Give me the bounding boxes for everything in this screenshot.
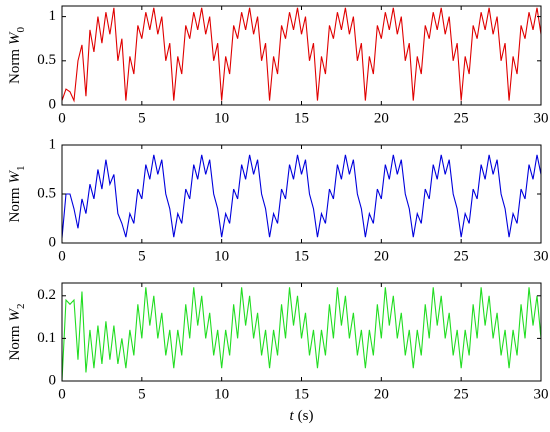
plot-frame xyxy=(61,282,542,382)
x-tick-label: 5 xyxy=(138,248,146,264)
data-line xyxy=(62,287,541,381)
x-tick-label: 25 xyxy=(454,110,469,126)
y-label-text: Norm xyxy=(7,187,23,222)
y-label-sub: 2 xyxy=(15,304,27,310)
y-tick-label: 0 xyxy=(49,96,57,112)
plot-area xyxy=(62,154,541,239)
x-tick-label: 15 xyxy=(294,248,309,264)
plot-area xyxy=(62,287,541,381)
y-label-symbol: W xyxy=(7,308,23,322)
y-tick-label: 0.2 xyxy=(37,287,56,303)
x-tick-label: 20 xyxy=(374,248,389,264)
plot-frame xyxy=(61,144,542,244)
y-tick-label: 1 xyxy=(49,8,57,24)
x-tick-label: 0 xyxy=(58,110,66,126)
y-tick-label: 0.5 xyxy=(37,52,56,68)
y-label-symbol: W xyxy=(7,170,23,184)
x-tick-label: 15 xyxy=(294,386,309,402)
x-tick-label: 30 xyxy=(534,248,549,264)
subplot: 0 5 10 15 20 25 30 0 0.1 0.2 Norm W2 t (s) xyxy=(7,282,549,424)
y-label-symbol: W xyxy=(7,31,23,45)
x-axis-label: t (s) xyxy=(290,408,314,424)
y-label-sub: 0 xyxy=(15,27,27,33)
y-tick-label: 0 xyxy=(49,234,57,250)
x-label-unit: (s) xyxy=(298,408,314,424)
y-axis-label: Norm W2 xyxy=(7,304,26,361)
y-tick-label: 0 xyxy=(49,372,57,388)
x-tick-label: 10 xyxy=(214,386,229,402)
x-tick-label: 25 xyxy=(454,248,469,264)
x-tick-label: 25 xyxy=(454,386,469,402)
data-line xyxy=(62,154,541,239)
x-tick-label: 20 xyxy=(374,386,389,402)
y-axis-label: Norm W1 xyxy=(7,166,26,223)
y-tick-label: 0.5 xyxy=(37,185,56,201)
x-tick-label: 30 xyxy=(534,110,549,126)
y-label-text: Norm xyxy=(7,49,23,84)
y-axis-label: Norm W0 xyxy=(7,27,26,85)
x-tick-label: 10 xyxy=(214,110,229,126)
x-tick-label: 20 xyxy=(374,110,389,126)
x-tick-label: 5 xyxy=(138,386,146,402)
x-tick-label: 30 xyxy=(534,386,549,402)
data-line xyxy=(62,7,541,103)
y-tick-label: 0.1 xyxy=(37,330,56,346)
y-tick-label: 1 xyxy=(49,136,57,152)
y-label-text: Norm xyxy=(7,325,23,360)
plot-area xyxy=(62,7,541,103)
x-tick-label: 15 xyxy=(294,110,309,126)
x-label-symbol: t xyxy=(290,408,295,424)
y-label-sub: 1 xyxy=(15,166,27,172)
plot-frame xyxy=(61,5,542,106)
x-tick-label: 5 xyxy=(138,110,146,126)
x-tick-label: 0 xyxy=(58,386,66,402)
x-tick-label: 0 xyxy=(58,248,66,264)
x-tick-label: 10 xyxy=(214,248,229,264)
